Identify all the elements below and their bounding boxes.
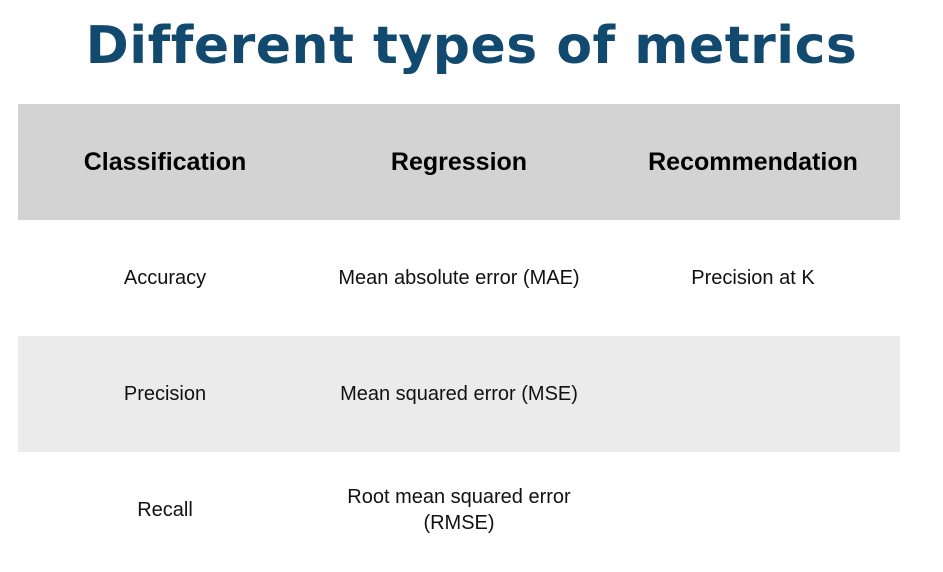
cell-text: Accuracy bbox=[123, 267, 207, 289]
table-cell-classification: Accuracy bbox=[18, 220, 312, 336]
table-row: Precision Mean squared error (MSE) bbox=[18, 336, 900, 452]
table-cell-regression: Root mean squared error (RMSE) bbox=[312, 452, 606, 568]
table-cell-recommendation: Precision at K bbox=[606, 220, 900, 336]
slide-title: Different types of metrics bbox=[85, 16, 858, 76]
table-cell-recommendation bbox=[606, 336, 900, 452]
table-row: Accuracy Mean absolute error (MAE) Preci… bbox=[18, 220, 900, 336]
cell-text: Precision bbox=[123, 383, 207, 405]
cell-text: Recall bbox=[137, 499, 193, 521]
table-cell-classification: Precision bbox=[18, 336, 312, 452]
cell-text: Root mean squared error (RMSE) bbox=[347, 486, 571, 534]
cell-text: Precision at K bbox=[691, 267, 815, 289]
cell-text: Mean absolute error (MAE) bbox=[338, 267, 580, 289]
header-regression: Regression bbox=[390, 147, 528, 176]
cell-text: Mean squared error (MSE) bbox=[340, 383, 578, 405]
table-row: Recall Root mean squared error (RMSE) bbox=[18, 452, 900, 568]
header-classification: Classification bbox=[83, 147, 247, 176]
table-cell-regression: Mean absolute error (MAE) bbox=[312, 220, 606, 336]
metrics-table: Classification Regression Recommendation… bbox=[18, 104, 900, 568]
header-recommendation: Recommendation bbox=[648, 147, 858, 176]
table-cell-regression: Mean squared error (MSE) bbox=[312, 336, 606, 452]
table-cell-recommendation bbox=[606, 452, 900, 568]
table-cell-classification: Recall bbox=[18, 452, 312, 568]
table-header-row: Classification Regression Recommendation bbox=[18, 104, 900, 220]
